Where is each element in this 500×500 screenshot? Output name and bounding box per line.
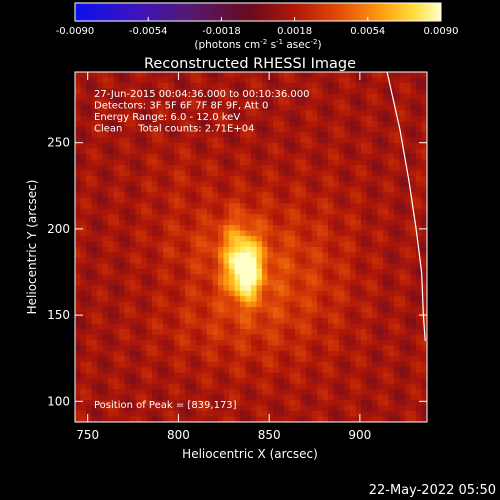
chart-title: Reconstructed RHESSI Image [144, 56, 356, 72]
annotation-line: 27-Jun-2015 00:04:36.000 to 00:10:36.000 [94, 89, 310, 100]
annotation-line: Energy Range: 6.0 - 12.0 keV [94, 112, 240, 123]
colorbar-tick-label: -0.0054 [129, 26, 168, 37]
annotation-line: Clean Total counts: 2.71E+04 [94, 124, 254, 135]
footer-timestamp: 22-May-2022 05:50 [369, 483, 496, 498]
colorbar-unit-label: (photons cm-2 s-1 asec-2) [194, 38, 321, 51]
annotation-line: Detectors: 3F 5F 6F 7F 8F 9F, Att 0 [94, 101, 268, 112]
peak-position-label: Position of Peak = [839,173] [94, 400, 237, 411]
x-axis-label: Heliocentric X (arcsec) [182, 447, 318, 461]
plot-frame [74, 71, 428, 423]
colorbar-tick-label: -0.0018 [202, 26, 241, 37]
axis-ticks: 750 800 850 900 100 150 200 250 [47, 72, 427, 442]
colorbar-tick-label: -0.0090 [56, 26, 95, 37]
x-tick-label: 750 [76, 428, 99, 442]
x-tick-label: 900 [348, 428, 371, 442]
colorbar-tick-label: 0.0090 [424, 26, 459, 37]
heatmap-image [75, 72, 427, 422]
y-tick-label: 150 [47, 308, 70, 322]
annotation-block: 27-Jun-2015 00:04:36.000 to 00:10:36.000… [94, 89, 310, 135]
colorbar-ticks: -0.0090 -0.0054 -0.0018 0.0018 0.0054 0.0090 [56, 17, 459, 37]
colorbar [74, 2, 442, 22]
x-tick-label: 850 [258, 428, 281, 442]
colorbar-tick-label: 0.0018 [277, 26, 312, 37]
y-tick-label: 200 [47, 222, 70, 236]
y-axis-label: Heliocentric Y (arcsec) [25, 180, 39, 315]
x-tick-label: 800 [167, 428, 190, 442]
y-tick-label: 250 [47, 136, 70, 150]
y-tick-label: 100 [47, 394, 70, 408]
colorbar-tick-label: 0.0054 [350, 26, 385, 37]
